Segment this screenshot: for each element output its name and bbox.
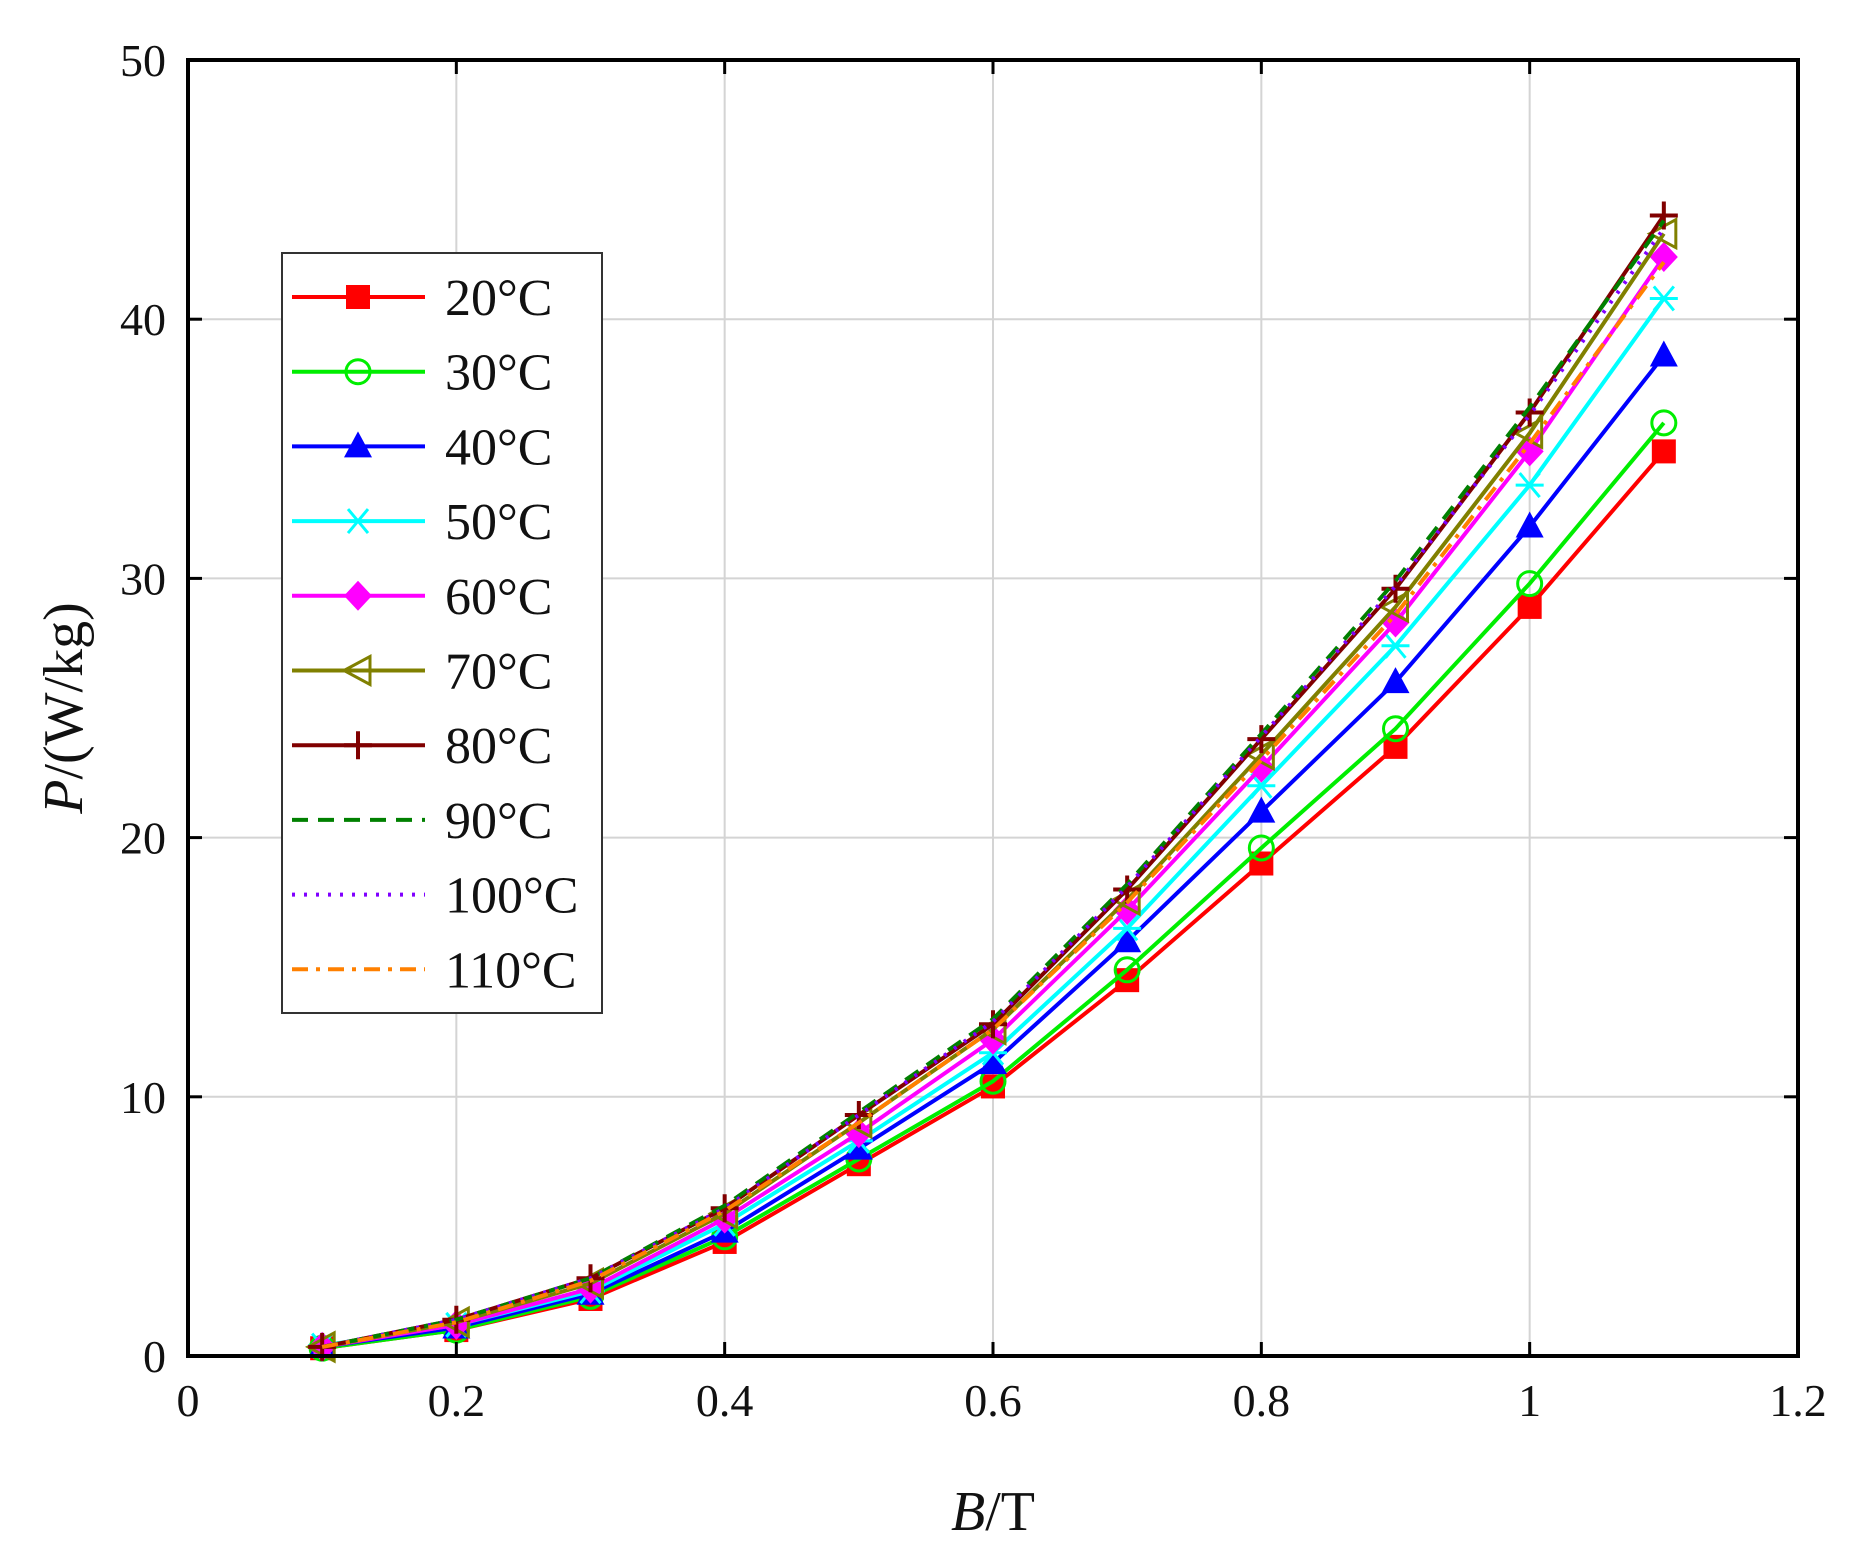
legend-label: 60°C (445, 569, 552, 626)
y-tick-label: 50 (120, 35, 166, 86)
legend-label: 80°C (445, 718, 552, 775)
legend-label: 30°C (445, 345, 552, 402)
y-axis-unit: /(W/kg) (33, 602, 95, 779)
x-tick-label: 1 (1518, 1375, 1541, 1426)
axis-tick-labels: 0 0.2 0.4 0.6 0.8 1 1.2 0 10 20 30 40 50 (120, 35, 1827, 1426)
data-point (1516, 570, 1544, 598)
data-point (344, 580, 372, 611)
x-axis-symbol: B (951, 1481, 985, 1543)
legend-item: 30°C (292, 345, 552, 402)
data-point (979, 1048, 1007, 1075)
data-point (340, 653, 372, 688)
legend-item: 70°C (292, 644, 552, 701)
legend-item: 90°C (292, 793, 552, 850)
legend-item: 80°C (292, 718, 552, 775)
x-axis-unit: /T (985, 1481, 1035, 1543)
series-110CC (321, 260, 1666, 1349)
x-tick-label: 0 (177, 1375, 200, 1426)
x-tick-label: 0.2 (428, 1375, 486, 1426)
y-tick-label: 40 (120, 294, 166, 345)
data-point (1515, 472, 1544, 499)
data-point (710, 1194, 739, 1223)
data-point (1247, 725, 1276, 754)
series-line (321, 260, 1666, 1349)
axis-ticks (186, 58, 1800, 1358)
y-axis-title: P/(W/kg) (33, 602, 95, 815)
y-tick-label: 30 (120, 553, 166, 604)
data-point (346, 285, 370, 309)
data-point (344, 731, 372, 760)
data-point (1651, 439, 1676, 464)
x-tick-label: 1.2 (1769, 1375, 1827, 1426)
data-point (344, 358, 372, 386)
y-tick-label: 20 (120, 813, 166, 864)
data-point (979, 1010, 1007, 1039)
series-layer (305, 201, 1678, 1364)
legend: 20°C 30°C 40°C 50°C 60°C 70°C 80°C 90°C 100°C 110… (281, 252, 603, 1014)
legend-label: 70°C (445, 644, 552, 701)
legend-label: 20°C (445, 270, 552, 327)
x-tick-label: 0.8 (1233, 1375, 1291, 1426)
x-tick-label: 0.6 (964, 1375, 1022, 1426)
data-point (344, 508, 372, 535)
legend-item: 100°C (292, 868, 578, 925)
y-axis-symbol: P (33, 780, 95, 815)
data-point (1247, 772, 1276, 799)
data-point (1517, 594, 1542, 619)
data-point (1113, 926, 1142, 953)
x-axis-title: B/T (951, 1481, 1035, 1543)
data-point (1649, 241, 1678, 272)
legend-label: 110°C (445, 942, 577, 999)
data-point (344, 431, 372, 458)
legend-box (281, 252, 603, 1014)
legend-item: 40°C (292, 419, 552, 476)
x-tick-label: 0.4 (696, 1375, 754, 1426)
data-point (1649, 340, 1678, 367)
data-point (1247, 796, 1276, 823)
y-tick-label: 10 (120, 1072, 166, 1123)
data-point (1381, 667, 1410, 694)
data-point (1113, 956, 1141, 984)
data-point (1247, 834, 1275, 862)
legend-label: 90°C (445, 793, 552, 850)
series-100CC (321, 227, 1666, 1349)
legend-label: 100°C (445, 868, 578, 925)
data-point (1649, 285, 1678, 312)
legend-item: 20°C (292, 270, 552, 327)
data-point (1113, 915, 1142, 942)
data-point (1382, 715, 1409, 743)
data-point (1515, 398, 1544, 427)
data-point (1515, 511, 1544, 538)
data-point (1650, 409, 1678, 437)
legend-item: 110°C (292, 942, 577, 999)
y-tick-label: 0 (143, 1331, 166, 1382)
legend-item: 60°C (292, 569, 552, 626)
data-point (1113, 875, 1142, 904)
legend-label: 40°C (445, 419, 552, 476)
data-point (1649, 201, 1678, 230)
legend-item: 50°C (292, 494, 552, 551)
data-point (1381, 632, 1410, 659)
series-line (321, 421, 1666, 1351)
series-line (321, 227, 1666, 1349)
legend-label: 50°C (445, 494, 552, 551)
